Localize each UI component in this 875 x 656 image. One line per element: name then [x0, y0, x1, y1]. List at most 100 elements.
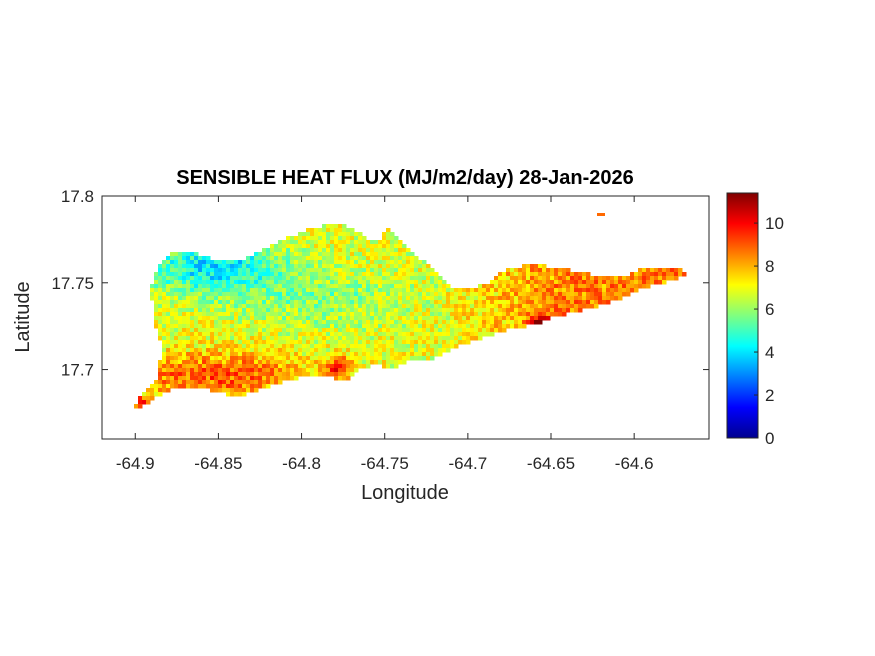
- heatmap-cell: [174, 308, 179, 313]
- heatmap-cell: [558, 296, 563, 301]
- heatmap-cell: [370, 360, 375, 365]
- heatmap-cell: [198, 260, 203, 265]
- heatmap-cell: [298, 368, 303, 373]
- heatmap-cell: [462, 328, 467, 333]
- heatmap-cell: [154, 280, 159, 285]
- heatmap-cell: [426, 276, 431, 281]
- heatmap-cell: [390, 268, 395, 273]
- heatmap-cell: [226, 320, 231, 325]
- heatmap-cell: [222, 368, 227, 373]
- heatmap-cell: [238, 296, 243, 301]
- heatmap-cell: [282, 264, 287, 269]
- heatmap-cell: [170, 260, 175, 265]
- heatmap-cell: [410, 272, 415, 277]
- heatmap-cell: [626, 292, 631, 297]
- heatmap-cell: [382, 336, 387, 341]
- heatmap-cell: [230, 348, 235, 353]
- heatmap-cell: [638, 284, 643, 289]
- heatmap-cell: [282, 316, 287, 321]
- heatmap-cell: [450, 336, 455, 341]
- heatmap-cell: [474, 312, 479, 317]
- heatmap-cell: [502, 280, 507, 285]
- heatmap-cell: [342, 236, 347, 241]
- heatmap-cell: [554, 312, 559, 317]
- heatmap-cell: [274, 272, 279, 277]
- heatmap-cell: [246, 340, 251, 345]
- heatmap-cell: [458, 328, 463, 333]
- heatmap-cell: [362, 364, 367, 369]
- heatmap-cell: [402, 308, 407, 313]
- heatmap-cell: [214, 264, 219, 269]
- heatmap-cell: [194, 252, 199, 257]
- heatmap-cell: [286, 328, 291, 333]
- heatmap-cell: [334, 296, 339, 301]
- heatmap-cell: [158, 284, 163, 289]
- heatmap-cell: [202, 348, 207, 353]
- heatmap-cell: [158, 296, 163, 301]
- heatmap-cell: [230, 344, 235, 349]
- heatmap-cell: [586, 300, 591, 305]
- heatmap-cell: [186, 260, 191, 265]
- heatmap-cell: [306, 236, 311, 241]
- heatmap-cell: [562, 288, 567, 293]
- heatmap-cell: [318, 336, 323, 341]
- heatmap-cell: [530, 280, 535, 285]
- heatmap-cell: [530, 312, 535, 317]
- heatmap-cell: [206, 384, 211, 389]
- heatmap-cell: [318, 332, 323, 337]
- heatmap-cell: [274, 312, 279, 317]
- heatmap-cell: [266, 336, 271, 341]
- heatmap-cell: [210, 304, 215, 309]
- heatmap-cell: [330, 280, 335, 285]
- heatmap-cell: [534, 308, 539, 313]
- heatmap-cell: [478, 296, 483, 301]
- heatmap-cell: [238, 368, 243, 373]
- heatmap-cell: [202, 340, 207, 345]
- heatmap-cell: [398, 244, 403, 249]
- heatmap-cell: [534, 276, 539, 281]
- heatmap-cell: [562, 276, 567, 281]
- heatmap-cell: [354, 236, 359, 241]
- heatmap-cell: [186, 336, 191, 341]
- heatmap-cell: [170, 356, 175, 361]
- heatmap-cell: [278, 368, 283, 373]
- heatmap-cell: [306, 248, 311, 253]
- heatmap-cell: [298, 296, 303, 301]
- heatmap-cell: [522, 276, 527, 281]
- heatmap-cell: [194, 332, 199, 337]
- heatmap-cell: [418, 336, 423, 341]
- heatmap-cell: [602, 280, 607, 285]
- heatmap-cell: [190, 348, 195, 353]
- heatmap-cell: [394, 320, 399, 325]
- heatmap-cell: [178, 256, 183, 261]
- heatmap-cell: [198, 320, 203, 325]
- heatmap-cell: [234, 392, 239, 397]
- heatmap-cell: [186, 376, 191, 381]
- heatmap-cell: [382, 304, 387, 309]
- heatmap-cell: [290, 292, 295, 297]
- heatmap-cell: [278, 324, 283, 329]
- heatmap-cell: [210, 388, 215, 393]
- heatmap-cell: [206, 276, 211, 281]
- heatmap-cell: [434, 324, 439, 329]
- heatmap-cell: [170, 372, 175, 377]
- heatmap-cell: [282, 328, 287, 333]
- heatmap-cell: [574, 276, 579, 281]
- heatmap-cell: [298, 356, 303, 361]
- heatmap-cell: [174, 384, 179, 389]
- heatmap-cell: [518, 320, 523, 325]
- heatmap-cell: [342, 232, 347, 237]
- heatmap-cell: [526, 300, 531, 305]
- heatmap-cell: [246, 368, 251, 373]
- heatmap-cell: [258, 264, 263, 269]
- heatmap-cell: [358, 312, 363, 317]
- heatmap-cell: [282, 272, 287, 277]
- heatmap-cell: [306, 312, 311, 317]
- heatmap-cell: [218, 356, 223, 361]
- heatmap-cell: [310, 260, 315, 265]
- heatmap-cell: [358, 288, 363, 293]
- heatmap-cell: [350, 248, 355, 253]
- heatmap-cell: [270, 372, 275, 377]
- heatmap-cell: [222, 272, 227, 277]
- heatmap-cell: [486, 284, 491, 289]
